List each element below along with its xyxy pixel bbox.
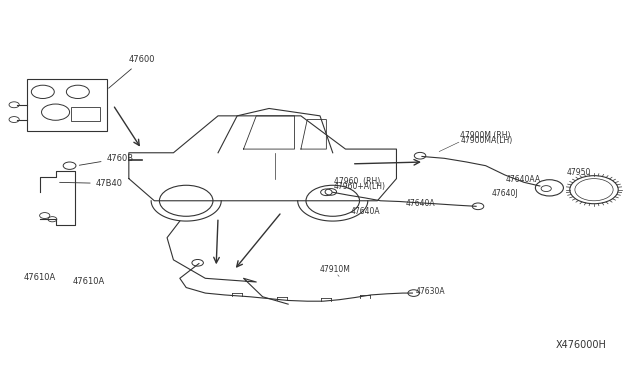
Text: 47900M (RH): 47900M (RH) <box>460 131 511 140</box>
Bar <box>72 107 100 121</box>
Text: 47B40: 47B40 <box>60 179 123 188</box>
Text: 47610A: 47610A <box>73 277 105 286</box>
Text: 47960+A(LH): 47960+A(LH) <box>334 182 386 191</box>
Text: 47900MA(LH): 47900MA(LH) <box>460 136 513 145</box>
Text: 47610A: 47610A <box>24 273 56 282</box>
Text: 47950: 47950 <box>566 168 591 177</box>
Text: 47640A: 47640A <box>351 207 380 216</box>
Text: 47910M: 47910M <box>320 264 351 274</box>
Text: 47630A: 47630A <box>415 287 445 296</box>
Text: 47640A: 47640A <box>406 199 436 208</box>
Text: X476000H: X476000H <box>556 340 607 350</box>
Text: 47640AA: 47640AA <box>506 175 541 184</box>
Bar <box>27 79 106 131</box>
Text: 47600: 47600 <box>109 55 156 88</box>
Text: 47960  (RH): 47960 (RH) <box>334 177 380 186</box>
Text: 47640J: 47640J <box>492 189 518 198</box>
Text: 4760B: 4760B <box>79 154 134 165</box>
